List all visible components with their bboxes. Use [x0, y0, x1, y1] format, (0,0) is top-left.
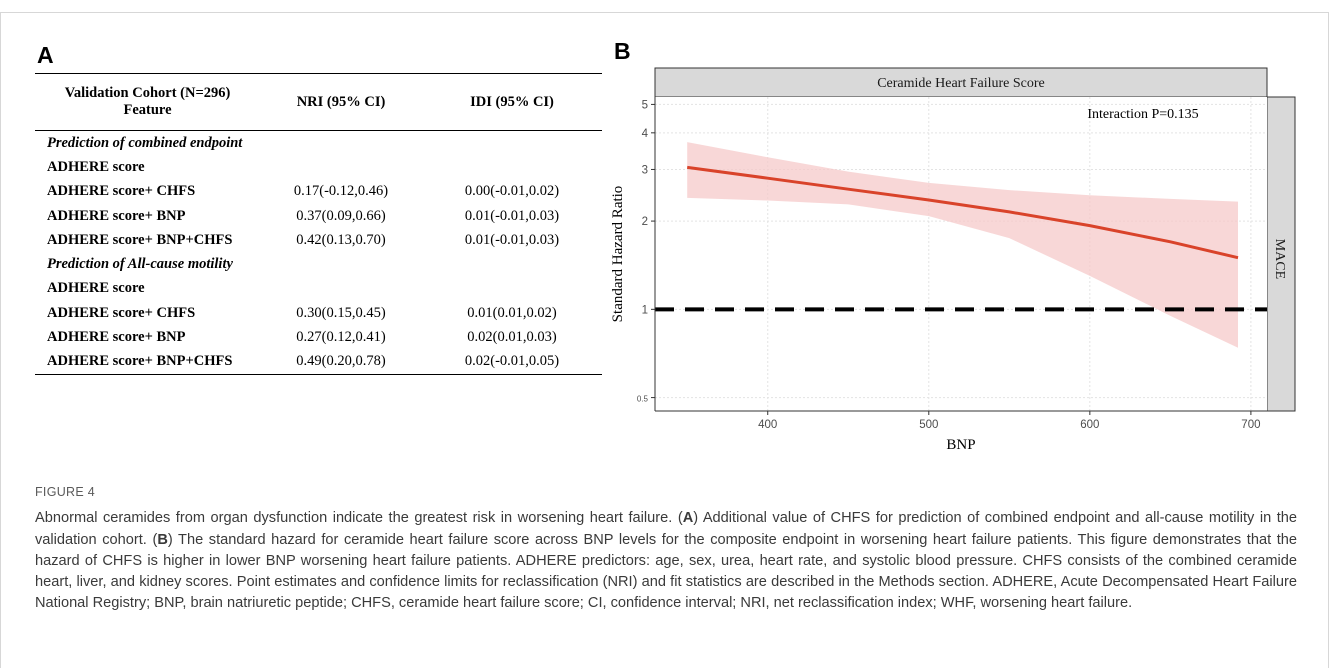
- table-row: ADHERE score+ CHFS 0.17(-0.12,0.46) 0.00(-…: [35, 180, 602, 204]
- x-axis-label: BNP: [946, 437, 975, 453]
- table-body: Prediction of combined endpoint ADHERE sc…: [35, 131, 602, 375]
- x-tick-label: 400: [758, 419, 777, 431]
- x-tick-label: 500: [919, 419, 938, 431]
- figure-frame: [0, 12, 1329, 668]
- table-header-row: Validation Cohort (N=296) Feature NRI (9…: [35, 73, 602, 131]
- y-tick-label: 2: [642, 216, 648, 228]
- idi-cell: 0.02(0.01,0.03): [467, 329, 557, 346]
- feature-cell: ADHERE score+ BNP: [47, 207, 186, 224]
- caption-text: Abnormal ceramides from organ dysfunctio…: [35, 510, 1297, 612]
- nri-cell: 0.27(0.12,0.41): [296, 329, 386, 346]
- idi-cell: 0.01(-0.01,0.03): [464, 231, 560, 248]
- figure-label: FIGURE 4: [35, 485, 96, 499]
- feature-cell: ADHERE score: [47, 158, 145, 175]
- figure-caption: FIGURE 4 Abnormal ceramides from organ d…: [35, 482, 1297, 615]
- table-section-row: Prediction of All-cause motility: [35, 252, 602, 276]
- table-row: ADHERE score: [35, 155, 602, 179]
- header-idi: IDI (95% CI): [470, 93, 554, 110]
- y-tick-label: 1: [642, 304, 648, 316]
- y-tick-label: 5: [642, 99, 648, 111]
- feature-cell: ADHERE score: [47, 280, 145, 297]
- confidence-band: [687, 142, 1238, 348]
- panel-a-letter: A: [37, 42, 54, 68]
- y-axis-label: Standard Hazard Ratio: [612, 186, 626, 323]
- y-tick-label: 3: [642, 164, 648, 176]
- nri-idi-table: Validation Cohort (N=296) Feature NRI (9…: [35, 73, 602, 375]
- nri-cell: 0.17(-0.12,0.46): [293, 183, 389, 200]
- feature-cell: ADHERE score+ BNP+CHFS: [47, 231, 233, 248]
- idi-cell: 0.01(-0.01,0.03): [464, 207, 560, 224]
- table-row: ADHERE score+ CHFS 0.30(0.15,0.45) 0.01(0.…: [35, 301, 602, 325]
- facet-strip-right: [1266, 96, 1296, 412]
- nri-cell: [260, 155, 422, 179]
- table-row: ADHERE score+ BNP+CHFS 0.49(0.20,0.78) 0.0…: [35, 350, 602, 375]
- idi-cell: 0.02(-0.01,0.05): [464, 353, 560, 370]
- header-nri: NRI (95% CI): [296, 93, 386, 110]
- y-tick-label: 0.5: [637, 395, 649, 404]
- nri-cell: [260, 277, 422, 301]
- interaction-annotation: Interaction P=0.135: [1087, 107, 1198, 122]
- feature-cell: ADHERE score+ CHFS: [47, 183, 196, 200]
- x-tick-label: 700: [1241, 419, 1260, 431]
- section-label: Prediction of combined endpoint: [47, 134, 243, 151]
- table-row: ADHERE score: [35, 277, 602, 301]
- y-tick-label: 4: [642, 128, 649, 140]
- table-row: ADHERE score+ BNP 0.37(0.09,0.66) 0.01(-0.…: [35, 204, 602, 228]
- nri-cell: 0.49(0.20,0.78): [296, 353, 386, 370]
- feature-cell: ADHERE score+ BNP+CHFS: [47, 353, 233, 370]
- facet-label-right: MACE: [1272, 239, 1287, 279]
- feature-cell: ADHERE score+ CHFS: [47, 304, 196, 321]
- x-tick-label: 600: [1080, 419, 1099, 431]
- hazard-ratio-line: [687, 165, 1239, 260]
- idi-cell: [422, 155, 602, 179]
- idi-cell: [422, 277, 602, 301]
- hazard-ratio-chart: Ceramide Heart Failure Score MACE 400 500 60…: [612, 67, 1296, 453]
- table-section-row: Prediction of combined endpoint: [35, 131, 602, 156]
- idi-cell: 0.00(-0.01,0.02): [464, 183, 560, 200]
- nri-cell: 0.30(0.15,0.45): [296, 304, 386, 321]
- idi-cell: 0.01(0.01,0.02): [467, 304, 557, 321]
- table-row: ADHERE score+ BNP+CHFS 0.42(0.13,0.70) 0.0…: [35, 228, 602, 252]
- nri-cell: 0.37(0.09,0.66): [296, 207, 386, 224]
- nri-cell: 0.42(0.13,0.70): [296, 231, 386, 248]
- table-row: ADHERE score+ BNP 0.27(0.12,0.41) 0.02(0.0…: [35, 325, 602, 349]
- header-feature: Validation Cohort (N=296) Feature: [64, 85, 231, 118]
- facet-title: Ceramide Heart Failure Score: [877, 76, 1045, 91]
- panel-b-letter: B: [614, 38, 631, 64]
- feature-cell: ADHERE score+ BNP: [47, 329, 186, 346]
- section-label: Prediction of All-cause motility: [47, 256, 233, 273]
